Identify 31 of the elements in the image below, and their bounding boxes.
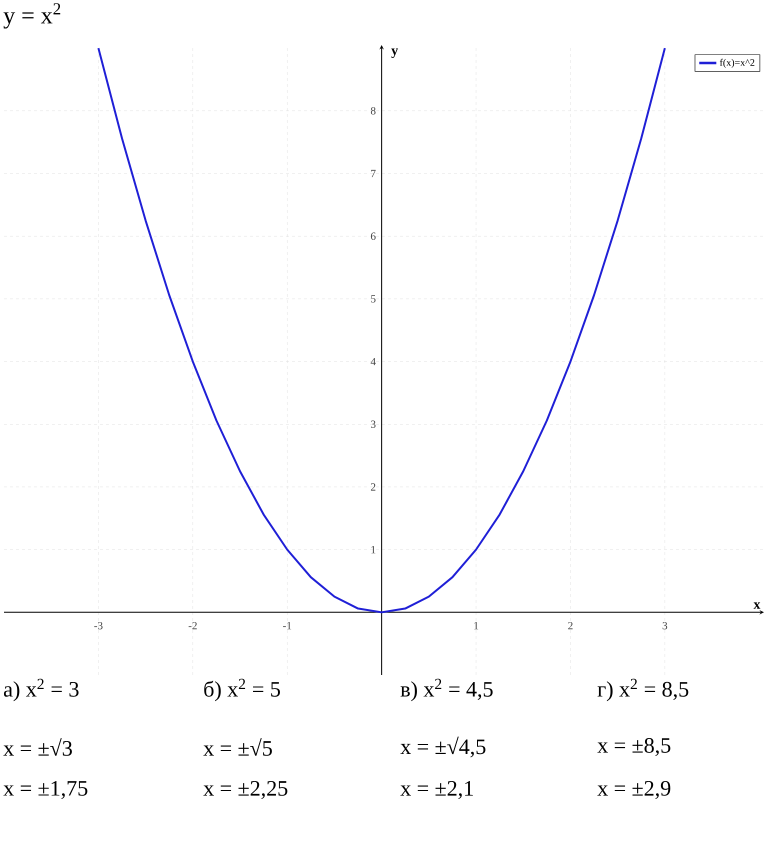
text: б) x$^{2}$ = 5	[204, 678, 280, 702]
x-tick-label: -2	[188, 622, 197, 630]
text: x = ±1,75	[3, 781, 88, 799]
text: x = ±2,9	[597, 781, 670, 799]
y-tick-label: 4	[370, 358, 376, 366]
y-tick-label: 1	[371, 546, 376, 554]
x-tick-label: 3	[662, 622, 668, 630]
text: x = ±2,25	[203, 781, 288, 799]
y-tick-label: 6	[370, 232, 376, 240]
text: x = ±√5	[203, 738, 272, 756]
x-tick-label: -1	[283, 622, 292, 630]
text: г) x$^{2}$ = 8,5	[598, 678, 688, 702]
text: а) x$^{2}$ = 3	[4, 678, 79, 702]
y-tick-label: 3	[371, 420, 376, 428]
x-tick-label: 2	[568, 622, 573, 630]
y-axis-title: y	[391, 48, 398, 58]
y-tick-label: 7	[371, 170, 376, 178]
text: x = ±2,1	[400, 781, 473, 799]
y-tick-label: 8	[370, 107, 376, 115]
chart-title: y = x$^{2}$	[4, 3, 60, 29]
y-tick-label: 2	[370, 483, 376, 491]
line-series	[97, 47, 666, 614]
x-tick-label: 1	[474, 622, 478, 630]
legend-label: f(x)=x^2	[720, 58, 754, 68]
text: x = ±√4,5	[400, 736, 486, 758]
x-tick-label: -3	[94, 622, 103, 630]
y-tick-label: 5	[371, 295, 376, 303]
text: x = ±√3	[3, 738, 72, 756]
text: в) x$^{2}$ = 4,5	[400, 678, 493, 702]
text: x = ±8,5	[597, 738, 670, 756]
x-axis-title: x	[754, 602, 760, 609]
